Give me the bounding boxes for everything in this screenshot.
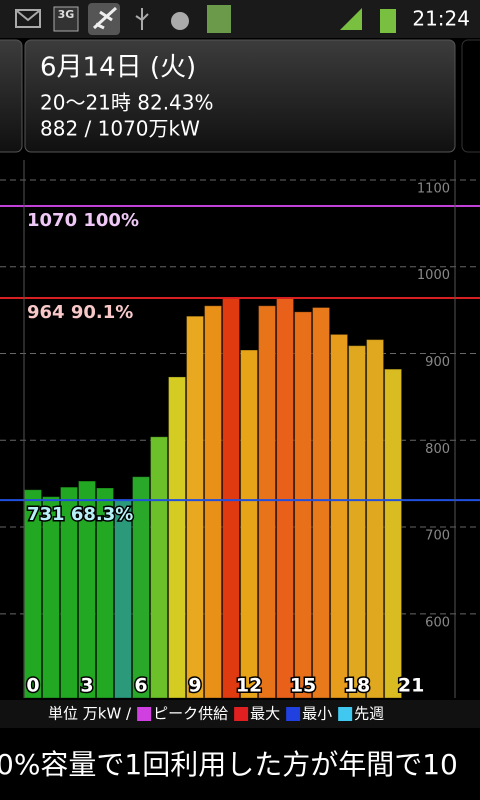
bar [78, 480, 97, 699]
plot: 600 700 800 900 1000 1100 1070 100% 964 90.1% 73… [0, 179, 480, 699]
signal-icon [340, 8, 362, 30]
usb-icon [135, 8, 149, 30]
x-tick-label: 9 [188, 675, 201, 697]
clock: 21:24 [412, 7, 470, 31]
bar [240, 349, 259, 699]
storage-icon [207, 5, 231, 33]
y-tick-label: 800 [425, 442, 450, 457]
next-header-card [461, 39, 480, 153]
prev-header-card [0, 39, 23, 153]
header-date: 6月14日 (火) [40, 53, 196, 83]
reference-label: 964 90.1% [27, 302, 133, 323]
bar [294, 311, 313, 699]
bar [168, 376, 187, 699]
bar [384, 368, 403, 699]
bar [186, 315, 205, 699]
header-card [24, 39, 456, 153]
x-tick-label: 0 [26, 675, 39, 697]
y-tick-label: 600 [425, 615, 450, 630]
header-usage: 20～21時 82.43% [40, 91, 214, 115]
y-tick-label: 1000 [417, 268, 450, 283]
y-tick-label: 900 [425, 355, 450, 370]
legend-prefix: 単位 万kW / [48, 705, 132, 723]
legend-swatch [286, 707, 301, 721]
legend-label: 最小 [302, 705, 332, 723]
bar [60, 486, 79, 699]
x-tick-label: 18 [344, 675, 370, 697]
mail-icon [15, 9, 41, 28]
android-icon [171, 12, 189, 30]
x-tick-label: 12 [236, 675, 262, 697]
x-tick-label: 15 [290, 675, 316, 697]
bar [150, 436, 169, 699]
ticker: 0%容量で1回利用した方が年間で10 [0, 748, 458, 781]
legend: 単位 万kW / ピーク供給 最大 最小 先週 [48, 705, 384, 723]
y-tick-label: 1100 [417, 181, 450, 196]
bar [204, 305, 223, 699]
legend-label: 先週 [354, 705, 384, 723]
bar [366, 339, 385, 699]
status-bar [0, 0, 480, 38]
legend-swatch [338, 707, 353, 721]
mail-icon [16, 10, 40, 22]
bar [132, 476, 151, 699]
airplane-icon [92, 6, 118, 30]
bar [276, 297, 295, 699]
legend-label: ピーク供給 [153, 705, 228, 723]
battery-icon [380, 9, 396, 33]
legend-swatch [234, 707, 249, 721]
bar [258, 305, 277, 699]
bar [348, 345, 367, 699]
bar [330, 333, 349, 699]
reference-label: 731 68.3% [27, 504, 133, 525]
network-label: 3G [58, 8, 75, 21]
legend-swatch [137, 707, 152, 721]
reference-label: 1070 100% [27, 210, 139, 231]
header-amount: 882 / 1070万kW [40, 117, 200, 141]
x-tick-label: 21 [398, 675, 424, 697]
bar [312, 307, 331, 699]
x-tick-label: 3 [80, 675, 93, 697]
x-tick-label: 6 [134, 675, 147, 697]
bar [222, 297, 241, 699]
bar [42, 496, 61, 699]
bar [114, 499, 133, 699]
legend-label: 最大 [250, 705, 280, 723]
bar [96, 487, 115, 699]
y-tick-label: 700 [425, 529, 450, 544]
network-icon [53, 6, 79, 32]
